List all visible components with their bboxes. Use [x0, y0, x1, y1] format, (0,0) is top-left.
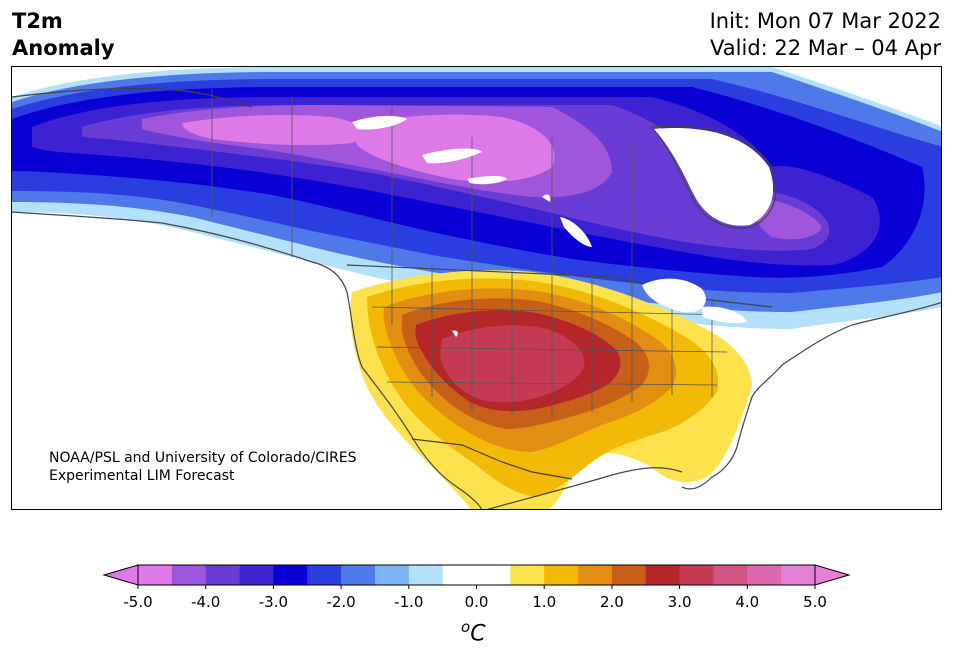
colorbar-tick-label: -5.0: [123, 593, 152, 611]
credit-text: NOAA/PSL and University of Colorado/CIRE…: [49, 449, 357, 485]
colorbar-tick-label: 0.0: [465, 593, 489, 611]
colorbar-swatch: [510, 565, 545, 585]
colorbar-swatch: [205, 565, 241, 585]
colorbar-ticks: -5.0 -4.0 -3.0 -2.0 -1.0 0.0 1.0 2.0 3.0 4.0 5.0: [123, 585, 827, 611]
colorbar-tick-label: 4.0: [735, 593, 759, 611]
colorbar-tick-label: -3.0: [259, 593, 288, 611]
colorbar-swatch: [747, 565, 782, 585]
colorbar-swatch: [341, 565, 376, 585]
title-line-1: T2m: [12, 9, 63, 33]
unit-main: C: [470, 621, 486, 647]
colorbar-swatch: [611, 565, 647, 585]
colorbar-swatch: [476, 565, 511, 585]
great-slave-lake: [422, 148, 482, 164]
colorbar-swatch: [578, 565, 613, 585]
init-date: Init: Mon 07 Mar 2022: [709, 9, 941, 33]
lake-athabasca: [467, 176, 507, 185]
unit-degree: o: [461, 618, 471, 636]
lake-winnipeg: [560, 217, 592, 247]
lakes: [352, 115, 774, 337]
colorbar-extend-low: [102, 564, 139, 586]
title-line-2: Anomaly: [12, 36, 115, 60]
lake-winnipegosis: [542, 194, 551, 202]
colorbar-swatch: [442, 565, 477, 585]
colorbar-swatch: [408, 565, 444, 585]
colorbar-swatch: [138, 565, 173, 585]
colorbar-tick-label: 1.0: [532, 593, 556, 611]
colorbar-tick-label: -2.0: [326, 593, 355, 611]
colorbar-tick-label: 5.0: [803, 593, 827, 611]
coastline-west: [12, 87, 483, 509]
colorbar-swatch: [544, 565, 579, 585]
colorbar-extend-high: [814, 564, 851, 586]
gulf-coast: [486, 467, 683, 509]
anomaly-map: [11, 66, 942, 510]
map-svg: [12, 67, 941, 509]
hudson-bay-water: [654, 128, 774, 226]
init-valid-dates: Init: Mon 07 Mar 2022 Valid: 22 Mar – 04…: [710, 8, 941, 62]
colorbar-swatch: [679, 565, 714, 585]
colorbar-tick-label: 3.0: [668, 593, 692, 611]
great-salt-lake: [452, 330, 458, 337]
colorbar: -5.0 -4.0 -3.0 -2.0 -1.0 0.0 1.0 2.0 3.0 4.0 5.0: [102, 564, 851, 611]
hudson-bay: [650, 125, 777, 229]
credit-line-1: NOAA/PSL and University of Colorado/CIRE…: [49, 450, 357, 466]
colorbar-swatch: [713, 565, 748, 585]
colorbar-swatches: [138, 565, 816, 585]
colorbar-swatch: [781, 565, 816, 585]
colorbar-swatch: [171, 565, 207, 585]
colorbar-swatch: [374, 565, 410, 585]
chart-title: T2m Anomaly: [12, 8, 115, 62]
cold-anomaly-core: [182, 114, 555, 182]
state-province-lines: [211, 89, 733, 417]
us-mexico-border: [411, 438, 573, 480]
great-lakes: [642, 278, 747, 324]
unit-label: oC: [461, 618, 486, 646]
colorbar-swatch: [645, 565, 681, 585]
colorbar-swatch: [307, 565, 342, 585]
credit-line-2: Experimental LIM Forecast: [49, 468, 235, 484]
colorbar-tick-label: 2.0: [600, 593, 624, 611]
valid-range: Valid: 22 Mar – 04 Apr: [710, 36, 941, 60]
coastline-east: [681, 301, 941, 490]
colorbar-swatch: [273, 565, 308, 585]
great-bear-lake: [352, 115, 407, 130]
colorbar-tick-label: -1.0: [394, 593, 423, 611]
colorbar-swatch: [239, 565, 274, 585]
colorbar-tick-label: -4.0: [191, 593, 220, 611]
